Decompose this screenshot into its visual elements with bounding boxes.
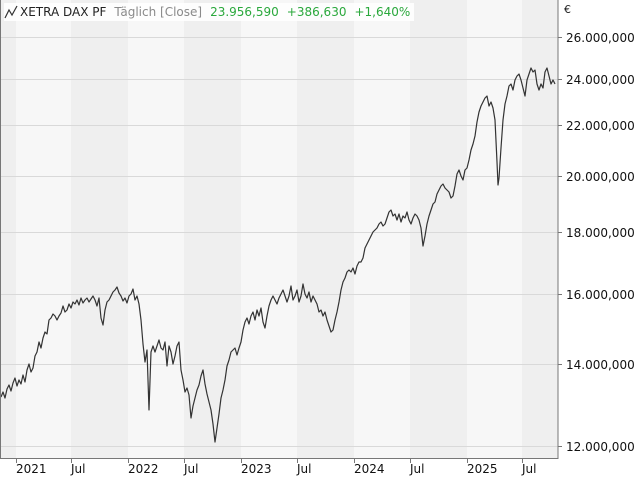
price-line [0,67,556,443]
x-axis-label: 2022 [128,462,159,476]
axis-ticks [16,37,562,463]
x-axis-label: Jul [184,462,199,476]
change-percent: +1,640% [354,5,411,19]
x-axis-label: Jul [297,462,312,476]
y-axis-label: 18.000,000 [566,225,635,240]
x-axis-label: Jul [71,462,86,476]
gridlines [1,37,558,447]
x-axis-label: Jul [410,462,425,476]
x-axis-label: Jul [522,462,537,476]
x-axis-label: 2024 [354,462,385,476]
instrument-name: XETRA DAX PF [20,5,107,19]
last-price: 23.956,590 [210,5,279,19]
x-axis-label: 2021 [16,462,47,476]
y-axis-label: 22.000,000 [566,118,635,133]
line-chart-icon [4,5,18,19]
currency-label: € [564,3,571,16]
change-absolute: +386,630 [286,5,347,19]
y-axis-label: 24.000,000 [566,72,635,87]
y-axis-label: 12.000,000 [566,439,635,454]
y-axis-label: 14.000,000 [566,357,635,372]
x-axis-label: 2023 [241,462,272,476]
plot-border [0,0,559,459]
period-label: Täglich [Close] [114,5,203,19]
y-axis-label: 26.000,000 [566,30,635,45]
chart-header: XETRA DAX PF Täglich [Close] 23.956,590 … [4,3,415,21]
y-axis-label: 20.000,000 [566,169,635,184]
x-axis-label: 2025 [467,462,498,476]
y-axis-label: 16.000,000 [566,287,635,302]
time-period-bands [0,0,558,458]
